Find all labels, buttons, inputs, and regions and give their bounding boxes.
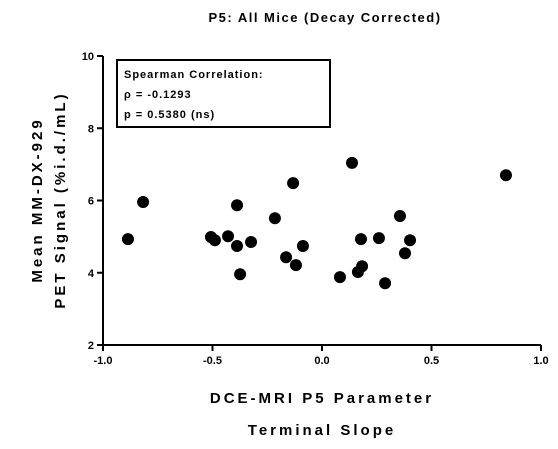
y-axis-label: Mean MM-DX-929	[29, 117, 46, 282]
point	[222, 230, 235, 243]
point	[121, 233, 134, 246]
point	[404, 234, 417, 247]
y-tick-label: 10	[82, 51, 94, 63]
annotation: Spearman Correlation:	[124, 69, 264, 81]
y-axis-label: PET Signal (%i.d./mL)	[52, 91, 69, 308]
y-tick-label: 6	[88, 196, 94, 208]
y-tick-label: 2	[88, 340, 94, 352]
annotation: p = 0.5380 (ns)	[124, 109, 215, 121]
x-tick-label: 1.0	[533, 355, 548, 367]
x-axis-label: Terminal Slope	[248, 422, 396, 439]
point	[280, 251, 293, 264]
point	[499, 169, 512, 182]
x-tick-label: 0.0	[314, 355, 329, 367]
point	[346, 156, 359, 169]
point	[354, 233, 367, 246]
point	[234, 268, 247, 281]
point	[296, 240, 309, 253]
point	[379, 277, 392, 290]
y-tick-label: 8	[88, 123, 94, 135]
y-tick-label: 4	[88, 268, 95, 280]
point	[208, 234, 221, 247]
x-tick-label: -0.5	[203, 355, 222, 367]
point	[399, 247, 412, 260]
point	[333, 271, 346, 284]
point	[287, 177, 300, 190]
point	[393, 210, 406, 223]
chart-title: P5: All Mice (Decay Corrected)	[208, 10, 441, 25]
point	[137, 195, 150, 208]
point	[231, 240, 244, 253]
point	[268, 212, 281, 225]
x-axis-label: DCE-MRI P5 Parameter	[210, 390, 434, 407]
point	[289, 259, 302, 272]
point	[245, 236, 258, 249]
x-tick-label: 0.5	[424, 355, 439, 367]
annotation-box	[116, 59, 331, 128]
point	[231, 199, 244, 212]
point	[356, 260, 369, 273]
point	[372, 232, 385, 245]
x-tick-label: -1.0	[94, 355, 113, 367]
annotation: ρ = -0.1293	[124, 89, 192, 101]
